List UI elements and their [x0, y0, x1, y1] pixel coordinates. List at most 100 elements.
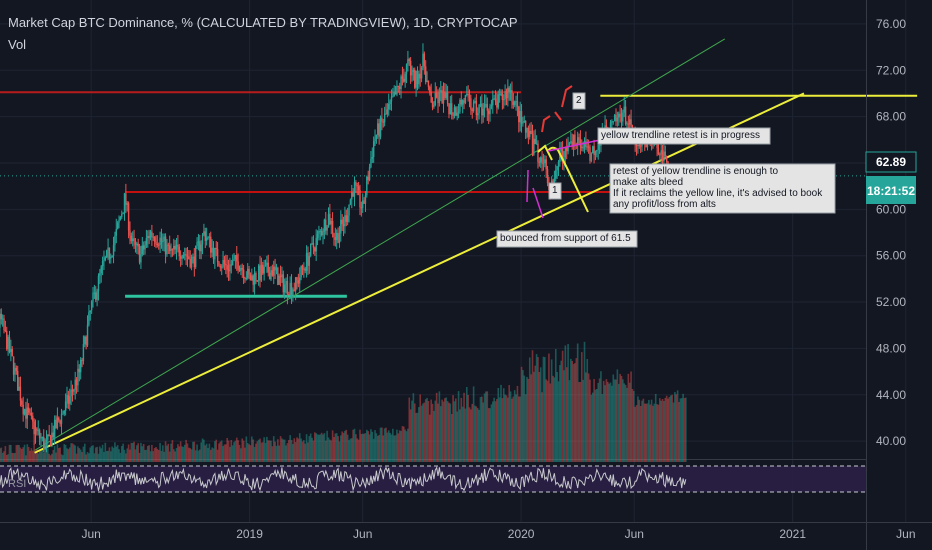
candle-body — [481, 103, 483, 116]
candle-body — [278, 275, 280, 285]
y-tick-label: 40.00 — [876, 434, 906, 448]
rsi-line — [0, 466, 687, 492]
volume-bar — [257, 439, 260, 462]
candle-body — [49, 436, 52, 446]
candle-body — [199, 241, 201, 252]
volume-bar — [79, 449, 82, 462]
candle-body — [160, 237, 163, 242]
candle-body — [389, 101, 391, 104]
volume-bar — [182, 446, 185, 462]
volume-bar — [159, 442, 161, 462]
volume-bar — [481, 396, 483, 462]
volume-bar — [74, 445, 77, 462]
candle-body — [286, 280, 289, 294]
volume-bar — [333, 437, 335, 462]
volume-bar — [129, 449, 131, 462]
candle-body — [234, 255, 237, 259]
candle-body — [520, 110, 523, 124]
volume-bar — [635, 405, 638, 462]
volume-bar — [307, 442, 309, 462]
candle-body — [107, 247, 109, 251]
candle-body — [270, 270, 272, 280]
candle-body — [29, 412, 31, 414]
candle-body — [445, 92, 447, 98]
volume-bar — [346, 434, 349, 462]
volume-bar — [114, 442, 116, 462]
volume-bar — [233, 442, 235, 462]
candle-body — [537, 143, 539, 162]
candle-body — [129, 230, 131, 236]
candle-body — [141, 245, 143, 255]
candle-body — [210, 236, 212, 253]
candle-body — [316, 233, 319, 238]
candle-body — [531, 133, 534, 155]
volume-bar — [149, 451, 152, 462]
candle-body — [297, 280, 300, 284]
volume-bar — [179, 441, 182, 462]
candle-body — [223, 259, 226, 264]
volume-bar — [394, 435, 397, 462]
candle-body — [134, 240, 137, 246]
volume-bar — [669, 395, 672, 462]
time-axis[interactable]: Jun2019Jun2020Jun2021JunNov — [0, 522, 932, 542]
volume-bar — [427, 401, 430, 462]
candle-body — [200, 244, 202, 252]
volume-bar — [382, 435, 385, 462]
candle-body — [226, 265, 228, 270]
volume-bar — [175, 447, 178, 462]
volume-bar — [335, 433, 338, 462]
candle-body — [62, 413, 64, 415]
candle-body — [519, 110, 521, 123]
volume-bar — [350, 438, 353, 462]
volume-bar — [231, 445, 234, 462]
volume-bar — [682, 393, 684, 462]
candle-body — [37, 430, 39, 432]
candle-body — [559, 151, 561, 162]
candle-body — [438, 91, 441, 104]
candle-body — [319, 230, 321, 232]
annotation-bounce-text: bounced from support of 61.5 — [500, 233, 631, 244]
candle-body — [381, 117, 383, 122]
candle-body — [585, 141, 587, 147]
candle-body — [266, 262, 268, 266]
volume-bar — [401, 426, 404, 462]
candle-body — [535, 143, 538, 145]
candle-body — [149, 231, 152, 239]
candle-body — [203, 231, 205, 235]
candle-body — [151, 231, 153, 237]
candle-body — [416, 70, 419, 85]
candle-body — [568, 142, 571, 145]
candle-body — [145, 237, 148, 245]
volume-bar — [372, 438, 375, 462]
candle-body — [93, 292, 96, 294]
volume-bar — [374, 430, 376, 462]
volume-bar — [99, 446, 101, 462]
candle-body — [561, 147, 564, 164]
candle-body — [193, 256, 196, 268]
candle-body — [211, 247, 213, 253]
candle-body — [186, 255, 189, 257]
volume-bar — [375, 433, 378, 462]
volume-bar — [352, 429, 354, 462]
x-tick-label: Jun — [625, 527, 644, 541]
candle-body — [99, 273, 101, 276]
volume-bar — [268, 440, 271, 462]
y-tick-label: 56.00 — [876, 249, 906, 263]
candle-body — [500, 93, 502, 95]
volume-bar — [148, 445, 150, 462]
volume-bar — [398, 430, 401, 462]
volume-bars — [0, 341, 687, 462]
candle-body — [140, 254, 142, 263]
price-axis[interactable]: 76.0072.0068.0064.0060.0056.0052.0048.00… — [866, 0, 907, 550]
rsi-label: RSI — [8, 478, 26, 490]
volume-bar — [496, 399, 498, 462]
candle-body — [271, 270, 274, 276]
candle-body — [589, 147, 591, 161]
candle-body — [359, 190, 361, 208]
candle-body — [148, 236, 150, 239]
volume-bar — [314, 432, 316, 462]
volume-bar — [11, 452, 14, 462]
candle-body — [362, 200, 364, 209]
candle-body — [388, 103, 390, 110]
